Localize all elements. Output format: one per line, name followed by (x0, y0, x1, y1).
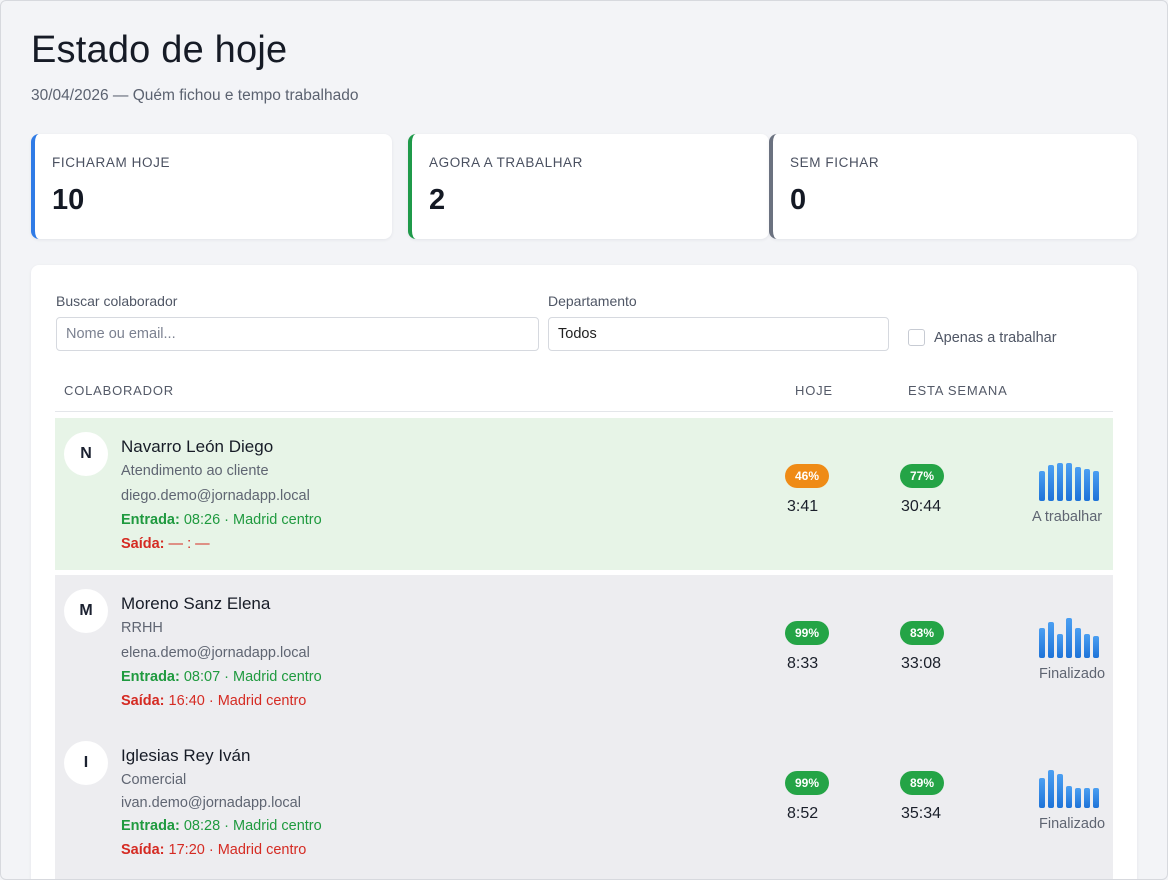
stat-value: 0 (790, 184, 807, 216)
status-label: A trabalhar (1032, 509, 1103, 525)
collaborator-department: Comercial (121, 772, 187, 788)
stat-card-not-signed: SEM FICHAR 0 (769, 134, 1137, 239)
header-divider (55, 411, 1113, 412)
column-header-collaborator[interactable]: COLABORADOR (64, 383, 174, 398)
week-time: 35:34 (901, 805, 942, 822)
weekly-bar (1075, 628, 1081, 658)
weekly-bar (1066, 463, 1072, 501)
exit-record: Saída: — : — (121, 536, 210, 552)
department-select[interactable]: Todos (548, 317, 889, 351)
weekly-bar (1057, 774, 1063, 808)
collaborator-email: elena.demo@jornadapp.local (121, 645, 310, 661)
collaborator-name: Moreno Sanz Elena (121, 594, 271, 613)
exit-label: Saída: (121, 693, 165, 709)
today-time: 8:33 (787, 655, 819, 672)
collaborator-department: RRHH (121, 620, 163, 636)
today-percent-badge: 99% (785, 621, 829, 645)
exit-value: 17:20 · Madrid centro (168, 842, 307, 858)
column-header-week[interactable]: ESTA SEMANA (908, 383, 1008, 398)
collaborator-department: Atendimento ao cliente (121, 463, 269, 479)
exit-record: Saída: 17:20 · Madrid centro (121, 842, 306, 858)
weekly-bar (1057, 463, 1063, 501)
today-time: 8:52 (787, 805, 819, 822)
status-label: Finalizado (1039, 816, 1106, 832)
entry-record: Entrada: 08:28 · Madrid centro (121, 818, 322, 834)
department-label: Departamento (548, 293, 637, 309)
today-time: 3:41 (787, 498, 819, 515)
exit-label: Saída: (121, 842, 165, 858)
entry-label: Entrada: (121, 669, 180, 685)
weekly-bar (1048, 465, 1054, 501)
exit-label: Saída: (121, 536, 165, 552)
collaborator-email: ivan.demo@jornadapp.local (121, 795, 301, 811)
week-percent-badge: 89% (900, 771, 944, 795)
today-percent-badge: 99% (785, 771, 829, 795)
search-input[interactable] (56, 317, 539, 351)
exit-value: — : — (168, 536, 210, 552)
weekly-bars-chart (1039, 461, 1103, 501)
weekly-bar (1084, 788, 1090, 808)
weekly-bar (1039, 628, 1045, 658)
exit-record: Saída: 16:40 · Madrid centro (121, 693, 306, 709)
week-percent-badge: 77% (900, 464, 944, 488)
department-select-value: Todos (558, 326, 597, 342)
weekly-bar (1048, 770, 1054, 808)
weekly-bar (1048, 622, 1054, 658)
weekly-bar (1093, 471, 1099, 501)
only-working-label: Apenas a trabalhar (934, 329, 1057, 346)
weekly-bars-chart (1039, 768, 1103, 808)
today-percent-badge: 46% (785, 464, 829, 488)
entry-record: Entrada: 08:07 · Madrid centro (121, 669, 322, 685)
stat-label: AGORA A TRABALHAR (429, 155, 584, 170)
collaborator-name: Navarro León Diego (121, 437, 274, 456)
collaborators-panel: Buscar colaborador Departamento Todos Ap… (31, 265, 1137, 879)
weekly-bar (1084, 469, 1090, 501)
weekly-bar (1075, 788, 1081, 808)
weekly-bar (1066, 618, 1072, 658)
weekly-bar (1039, 471, 1045, 501)
column-header-today[interactable]: HOJE (795, 383, 833, 398)
collaborator-email: diego.demo@jornadapp.local (121, 488, 310, 504)
table-row[interactable]: I Iglesias Rey Iván Comercial ivan.demo@… (55, 727, 1113, 879)
entry-label: Entrada: (121, 818, 180, 834)
stat-value: 2 (429, 184, 446, 216)
entry-value: 08:07 · Madrid centro (183, 669, 322, 685)
weekly-bar (1093, 788, 1099, 808)
exit-value: 16:40 · Madrid centro (168, 693, 307, 709)
week-percent-badge: 83% (900, 621, 944, 645)
page-subtitle: 30/04/2026 — Quém fichou e tempo trabalh… (31, 87, 359, 104)
entry-value: 08:28 · Madrid centro (183, 818, 322, 834)
only-working-checkbox[interactable] (908, 329, 925, 346)
table-row[interactable]: N Navarro León Diego Atendimento ao clie… (55, 418, 1113, 570)
stat-card-working-now: AGORA A TRABALHAR 2 (408, 134, 769, 239)
week-time: 33:08 (901, 655, 942, 672)
stat-card-signed-today: FICHARAM HOJE 10 (31, 134, 392, 239)
weekly-bars-chart (1039, 618, 1103, 658)
stat-label: FICHARAM HOJE (52, 155, 171, 170)
table-row[interactable]: M Moreno Sanz Elena RRHH elena.demo@jorn… (55, 575, 1113, 727)
week-time: 30:44 (901, 498, 942, 515)
page-title: Estado de hoje (31, 29, 288, 71)
search-label: Buscar colaborador (56, 293, 178, 309)
only-working-toggle[interactable]: Apenas a trabalhar (908, 329, 1057, 346)
weekly-bar (1075, 467, 1081, 501)
entry-label: Entrada: (121, 512, 180, 528)
status-label: Finalizado (1039, 666, 1106, 682)
entry-record: Entrada: 08:26 · Madrid centro (121, 512, 322, 528)
avatar: I (64, 741, 108, 785)
entry-value: 08:26 · Madrid centro (183, 512, 322, 528)
stat-value: 10 (52, 184, 85, 216)
collaborator-name: Iglesias Rey Iván (121, 746, 251, 765)
avatar: M (64, 589, 108, 633)
weekly-bar (1039, 778, 1045, 808)
stat-label: SEM FICHAR (790, 155, 880, 170)
avatar: N (64, 432, 108, 476)
weekly-bar (1057, 634, 1063, 658)
weekly-bar (1093, 636, 1099, 658)
weekly-bar (1084, 634, 1090, 658)
weekly-bar (1066, 786, 1072, 808)
